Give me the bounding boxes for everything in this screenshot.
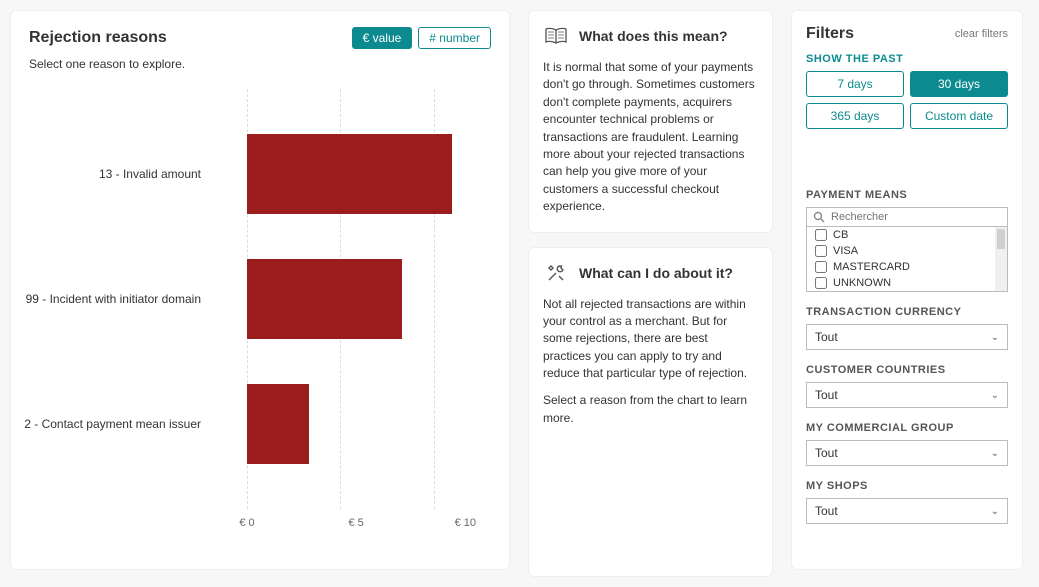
- filters-title: Filters: [806, 25, 854, 43]
- period-button[interactable]: Custom date: [910, 103, 1008, 129]
- book-icon: [543, 23, 569, 49]
- chart-bar[interactable]: [247, 134, 452, 214]
- group-label: MY COMMERCIAL GROUP: [806, 422, 1008, 434]
- payment-means-list[interactable]: CB VISA MASTERCARD UNKNOWN: [806, 227, 1008, 292]
- payment-mean-row[interactable]: CB: [807, 227, 1007, 243]
- shops-value: Tout: [815, 504, 838, 518]
- payment-mean-label: VISA: [833, 245, 858, 257]
- search-icon: [813, 211, 825, 223]
- payment-mean-checkbox[interactable]: [815, 261, 827, 273]
- info-mean-title: What does this mean?: [579, 28, 728, 44]
- filters-panel: Filters clear filters SHOW THE PAST 7 da…: [791, 10, 1023, 570]
- group-value: Tout: [815, 446, 838, 460]
- chevron-down-icon: ⌄: [991, 506, 999, 517]
- period-grid: 7 days30 days365 daysCustom date: [806, 71, 1008, 129]
- info-do-body1: Not all rejected transactions are within…: [543, 296, 758, 383]
- payment-mean-label: MASTERCARD: [833, 261, 910, 273]
- panel-subtitle: Select one reason to explore.: [29, 57, 491, 71]
- payment-mean-checkbox[interactable]: [815, 245, 827, 257]
- info-mean-body: It is normal that some of your payments …: [543, 59, 758, 216]
- payment-mean-label: CB: [833, 229, 848, 241]
- group-select[interactable]: Tout ⌄: [806, 440, 1008, 466]
- rejection-panel: Rejection reasons € value # number Selec…: [10, 10, 510, 570]
- x-tick: € 5: [349, 517, 364, 529]
- show-past-label: SHOW THE PAST: [806, 53, 1008, 65]
- bar-label: 2 - Contact payment mean issuer: [24, 417, 201, 431]
- period-button[interactable]: 7 days: [806, 71, 904, 97]
- value-number-toggle: € value # number: [352, 27, 491, 49]
- scrollbar[interactable]: [995, 227, 1007, 291]
- chevron-down-icon: ⌄: [991, 448, 999, 459]
- payment-means-search[interactable]: [806, 207, 1008, 227]
- clear-filters-link[interactable]: clear filters: [955, 28, 1008, 40]
- countries-label: CUSTOMER COUNTRIES: [806, 364, 1008, 376]
- shops-label: MY SHOPS: [806, 480, 1008, 492]
- chart-bar[interactable]: [247, 259, 402, 339]
- info-mean-panel: What does this mean? It is normal that s…: [528, 10, 773, 233]
- payment-mean-row[interactable]: UNKNOWN: [807, 275, 1007, 291]
- payment-means-label: PAYMENT MEANS: [806, 189, 1008, 201]
- toggle-value-button[interactable]: € value: [352, 27, 413, 49]
- payment-mean-label: UNKNOWN: [833, 277, 891, 289]
- rejection-chart: 13 - Invalid amount 99 - Incident with in…: [29, 89, 491, 539]
- toggle-number-button[interactable]: # number: [418, 27, 491, 49]
- panel-title: Rejection reasons: [29, 29, 167, 47]
- period-button[interactable]: 30 days: [910, 71, 1008, 97]
- info-do-panel: What can I do about it? Not all rejected…: [528, 247, 773, 577]
- info-do-title: What can I do about it?: [579, 265, 733, 281]
- chevron-down-icon: ⌄: [991, 332, 999, 343]
- shops-select[interactable]: Tout ⌄: [806, 498, 1008, 524]
- payment-mean-row[interactable]: VISA: [807, 243, 1007, 259]
- payment-mean-row[interactable]: MASTERCARD: [807, 259, 1007, 275]
- bar-label: 99 - Incident with initiator domain: [26, 292, 201, 306]
- payment-means-search-input[interactable]: [831, 211, 1001, 223]
- currency-select[interactable]: Tout ⌄: [806, 324, 1008, 350]
- chevron-down-icon: ⌄: [991, 390, 999, 401]
- x-tick: € 10: [455, 517, 476, 529]
- x-tick: € 0: [239, 517, 254, 529]
- tools-icon: [543, 260, 569, 286]
- payment-mean-checkbox[interactable]: [815, 277, 827, 289]
- countries-select[interactable]: Tout ⌄: [806, 382, 1008, 408]
- currency-value: Tout: [815, 330, 838, 344]
- bar-label: 13 - Invalid amount: [99, 167, 201, 181]
- period-button[interactable]: 365 days: [806, 103, 904, 129]
- info-do-body2: Select a reason from the chart to learn …: [543, 392, 758, 427]
- countries-value: Tout: [815, 388, 838, 402]
- currency-label: TRANSACTION CURRENCY: [806, 306, 1008, 318]
- payment-mean-checkbox[interactable]: [815, 229, 827, 241]
- chart-bar[interactable]: [247, 384, 309, 464]
